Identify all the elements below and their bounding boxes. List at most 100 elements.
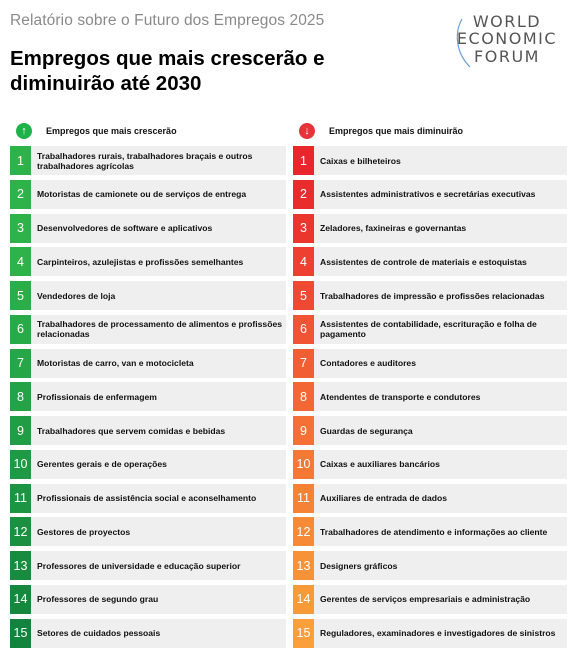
- job-label: Setores de cuidados pessoais: [37, 628, 161, 638]
- declining-job-row: 15 Reguladores, examinadores e investigad…: [293, 618, 567, 648]
- job-label: Profissionais de enfermagem: [37, 391, 157, 402]
- job-label: Profissionais de assistência social e ac…: [37, 493, 257, 503]
- growing-job-row: 9 Trabalhadores que servem comidas e bebi…: [10, 416, 286, 445]
- rank-badge: 11: [10, 483, 31, 513]
- growing-job-row: 4 Carpinteiros, azulejistas e profissões …: [10, 247, 286, 277]
- rank-badge: 1: [293, 146, 314, 175]
- declining-jobs-list: 1 Caixas e bilheteiros 2 Assistentes admini…: [293, 146, 567, 652]
- job-label: Caixas e bilheteiros: [320, 155, 401, 166]
- rank-badge: 15: [10, 618, 31, 648]
- growing-job-row: 1 Trabalhadores rurais, trabalhadores bra…: [10, 146, 286, 175]
- job-label: Caixas e auxiliares bancários: [320, 459, 440, 470]
- rank-badge: 2: [10, 179, 31, 209]
- growing-job-row: 11 Profissionais de assistência social e …: [10, 483, 286, 513]
- rank-badge: 10: [293, 449, 314, 479]
- rank-badge: 7: [293, 348, 314, 378]
- rank-badge: 10: [10, 449, 31, 479]
- declining-job-row: 5 Trabalhadores de impressão e profissões…: [293, 281, 567, 310]
- rank-badge: 4: [10, 247, 31, 277]
- rank-badge: 12: [293, 517, 314, 547]
- growing-job-row: 7 Motoristas de carro, van e motocicleta: [10, 348, 286, 378]
- growing-jobs-list: 1 Trabalhadores rurais, trabalhadores bra…: [10, 146, 286, 652]
- declining-job-row: 6 Assistentes de contabilidade, escritura…: [293, 314, 567, 344]
- job-label: Carpinteiros, azulejistas e profissões s…: [37, 256, 244, 267]
- rank-badge: 14: [293, 584, 314, 614]
- job-label: Zeladores, faxineiras e governantas: [320, 223, 467, 233]
- rank-badge: 13: [10, 551, 31, 580]
- job-label: Trabalhadores de processamento de alimen…: [37, 319, 283, 340]
- rank-badge: 7: [10, 348, 31, 378]
- rank-badge: 6: [293, 314, 314, 344]
- rank-badge: 5: [10, 281, 31, 310]
- job-label: Contadores e auditores: [320, 358, 416, 368]
- declining-job-row: 1 Caixas e bilheteiros: [293, 146, 567, 175]
- job-label: Assistentes de contabilidade, escrituraç…: [320, 319, 537, 340]
- job-label: Atendentes de transporte e condutores: [320, 391, 481, 402]
- growing-heading: Empregos que mais crescerão: [46, 126, 177, 136]
- declining-job-row: 9 Guardas de segurança: [293, 416, 567, 445]
- growing-job-row: 5 Vendedores de loja: [10, 281, 286, 310]
- job-label: Assistentes de controle de materiais e e…: [320, 256, 527, 267]
- job-label: Trabalhadores de atendimento e informaçõ…: [320, 526, 548, 537]
- rank-badge: 9: [10, 416, 31, 445]
- growing-job-row: 3 Desenvolvedores de software e aplicativ…: [10, 213, 286, 243]
- job-label: Professores de segundo grau: [37, 594, 159, 605]
- rank-badge: 8: [293, 382, 314, 412]
- growing-header: ↑ Empregos que mais crescerão: [16, 121, 177, 141]
- declining-header: ↓ Empregos que mais diminuirão: [299, 121, 463, 141]
- logo-line-3: FORUM: [474, 48, 540, 65]
- job-label: Auxiliares de entrada de dados: [320, 493, 448, 503]
- declining-job-row: 12 Trabalhadores de atendimento e informa…: [293, 517, 567, 547]
- rank-badge: 13: [293, 551, 314, 580]
- logo-forum-text: FORUM: [474, 47, 540, 66]
- rank-badge: 12: [10, 517, 31, 547]
- declining-job-row: 2 Assistentes administrativos e secretári…: [293, 179, 567, 209]
- declining-heading: Empregos que mais diminuirão: [329, 126, 464, 136]
- declining-job-row: 3 Zeladores, faxineiras e governantas: [293, 213, 567, 243]
- job-label: Trabalhadores rurais, trabalhadores braç…: [37, 150, 253, 171]
- declining-job-row: 14 Gerentes de serviços empresariais e ad…: [293, 584, 567, 614]
- rank-badge: 2: [293, 179, 314, 209]
- report-title: Relatório sobre o Futuro dos Empregos 20…: [10, 12, 325, 29]
- declining-job-row: 10 Caixas e auxiliares bancários: [293, 449, 567, 479]
- declining-job-row: 4 Assistentes de controle de materiais e …: [293, 247, 567, 277]
- job-label: Reguladores, examinadores e investigador…: [320, 628, 556, 638]
- growing-job-row: 14 Professores de segundo grau: [10, 584, 286, 614]
- growing-job-row: 10 Gerentes gerais e de operações: [10, 449, 286, 479]
- declining-job-row: 13 Designers gráficos: [293, 551, 567, 580]
- rank-badge: 8: [10, 382, 31, 412]
- job-label: Designers gráficos: [320, 560, 398, 571]
- declining-job-row: 7 Contadores e auditores: [293, 348, 567, 378]
- logo-line-2: ECONOMIC: [456, 29, 558, 48]
- arrow-up-icon: ↑: [16, 123, 32, 139]
- declining-job-row: 11 Auxiliares de entrada de dados: [293, 483, 567, 513]
- rank-badge: 4: [293, 247, 314, 277]
- rank-badge: 14: [10, 584, 31, 614]
- job-label: Guardas de segurança: [320, 425, 413, 436]
- job-label: Trabalhadores de impressão e profissões …: [320, 290, 545, 301]
- growing-job-row: 15 Setores de cuidados pessoais: [10, 618, 286, 648]
- rank-badge: 11: [293, 483, 314, 513]
- rank-badge: 3: [10, 213, 31, 243]
- growing-job-row: 8 Profissionais de enfermagem: [10, 382, 286, 412]
- rank-badge: 5: [293, 281, 314, 310]
- job-label: Gerentes de serviços empresariais e admi…: [320, 594, 531, 605]
- rank-badge: 15: [293, 618, 314, 648]
- job-label: Professores de universidade e educação s…: [37, 560, 241, 571]
- growing-job-row: 6 Trabalhadores de processamento de alime…: [10, 314, 286, 344]
- rank-badge: 3: [293, 213, 314, 243]
- growing-job-row: 12 Gestores de proyectos: [10, 517, 286, 547]
- growing-job-row: 13 Professores de universidade e educação…: [10, 551, 286, 580]
- declining-job-row: 8 Atendentes de transporte e condutores: [293, 382, 567, 412]
- job-label: Assistentes administrativos e secretária…: [320, 189, 536, 200]
- rank-badge: 1: [10, 146, 31, 175]
- job-label: Gestores de proyectos: [37, 526, 131, 537]
- logo-line-1: WORLD: [472, 12, 542, 31]
- job-label: Trabalhadores que servem comidas e bebid…: [37, 425, 226, 436]
- arrow-down-icon: ↓: [299, 123, 315, 139]
- job-label: Motoristas de carro, van e motocicleta: [37, 358, 194, 368]
- job-label: Motoristas de camionete ou de serviços d…: [37, 189, 247, 200]
- page-title: Empregos que mais crescerão e diminuirão…: [10, 47, 325, 95]
- rank-badge: 9: [293, 416, 314, 445]
- job-label: Desenvolvedores de software e aplicativo…: [37, 223, 213, 233]
